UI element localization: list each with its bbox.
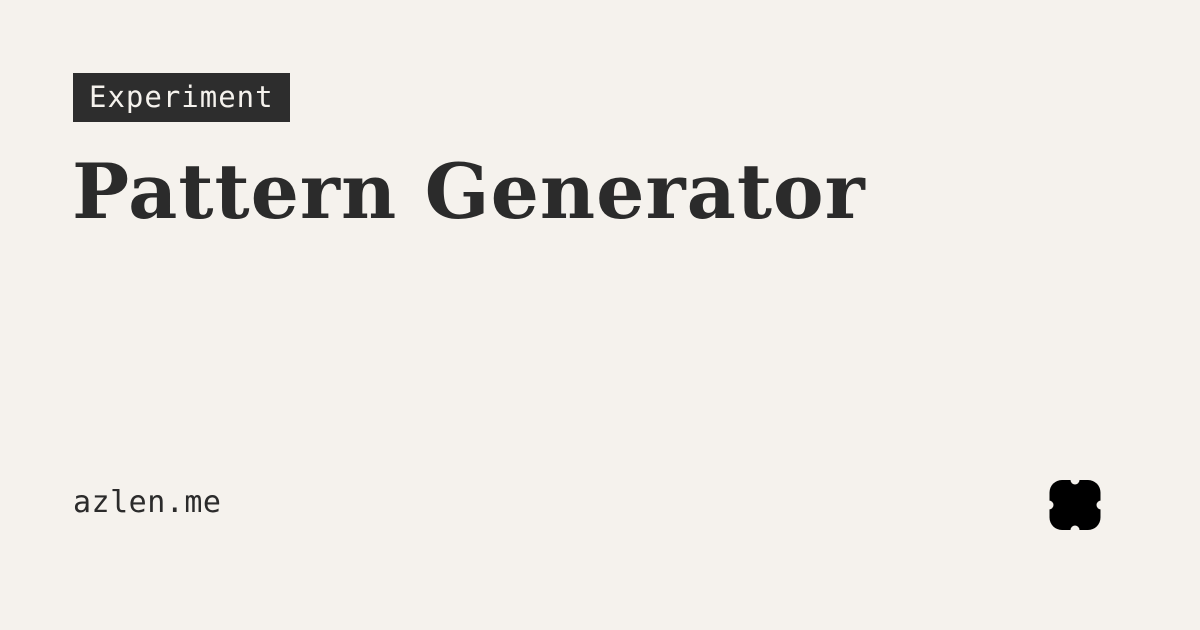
- site-domain: azlen.me: [73, 485, 222, 520]
- four-petal-logo-icon: [1049, 480, 1101, 530]
- page-title: Pattern Generator: [72, 147, 866, 236]
- category-tag: Experiment: [73, 73, 290, 122]
